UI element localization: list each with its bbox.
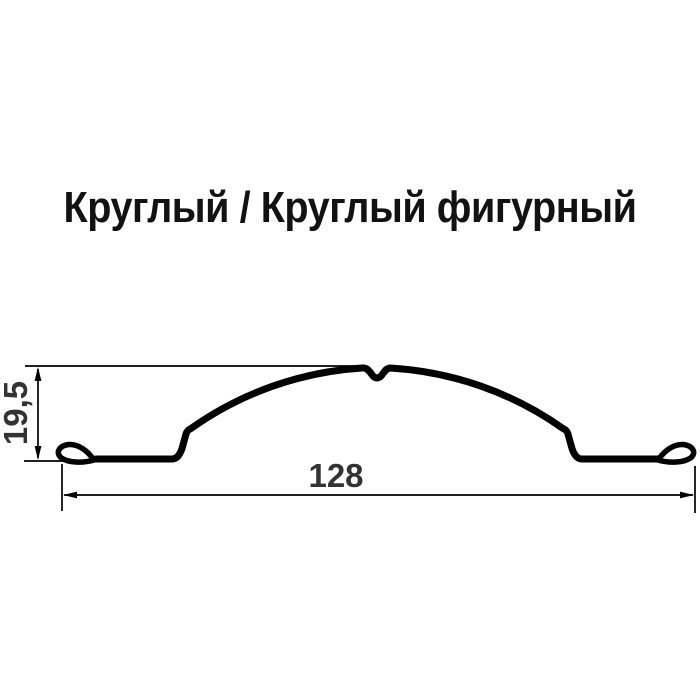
profile-left-curl — [55, 441, 97, 465]
width-dim-arrow-right-icon — [680, 491, 694, 499]
profile-outline — [92, 364, 662, 463]
width-dimension: 128 — [61, 457, 696, 513]
height-dim-arrow-up-icon — [34, 367, 42, 381]
width-dim-arrow-left-icon — [63, 491, 77, 499]
height-dim-arrow-down-icon — [34, 446, 42, 460]
height-dimension: 19,5 — [0, 365, 362, 462]
page-title: Круглый / Круглый фигурный — [63, 183, 637, 232]
width-dimension-label: 128 — [308, 457, 363, 494]
profile-right-curl — [655, 441, 697, 465]
height-dimension-label: 19,5 — [0, 381, 34, 445]
